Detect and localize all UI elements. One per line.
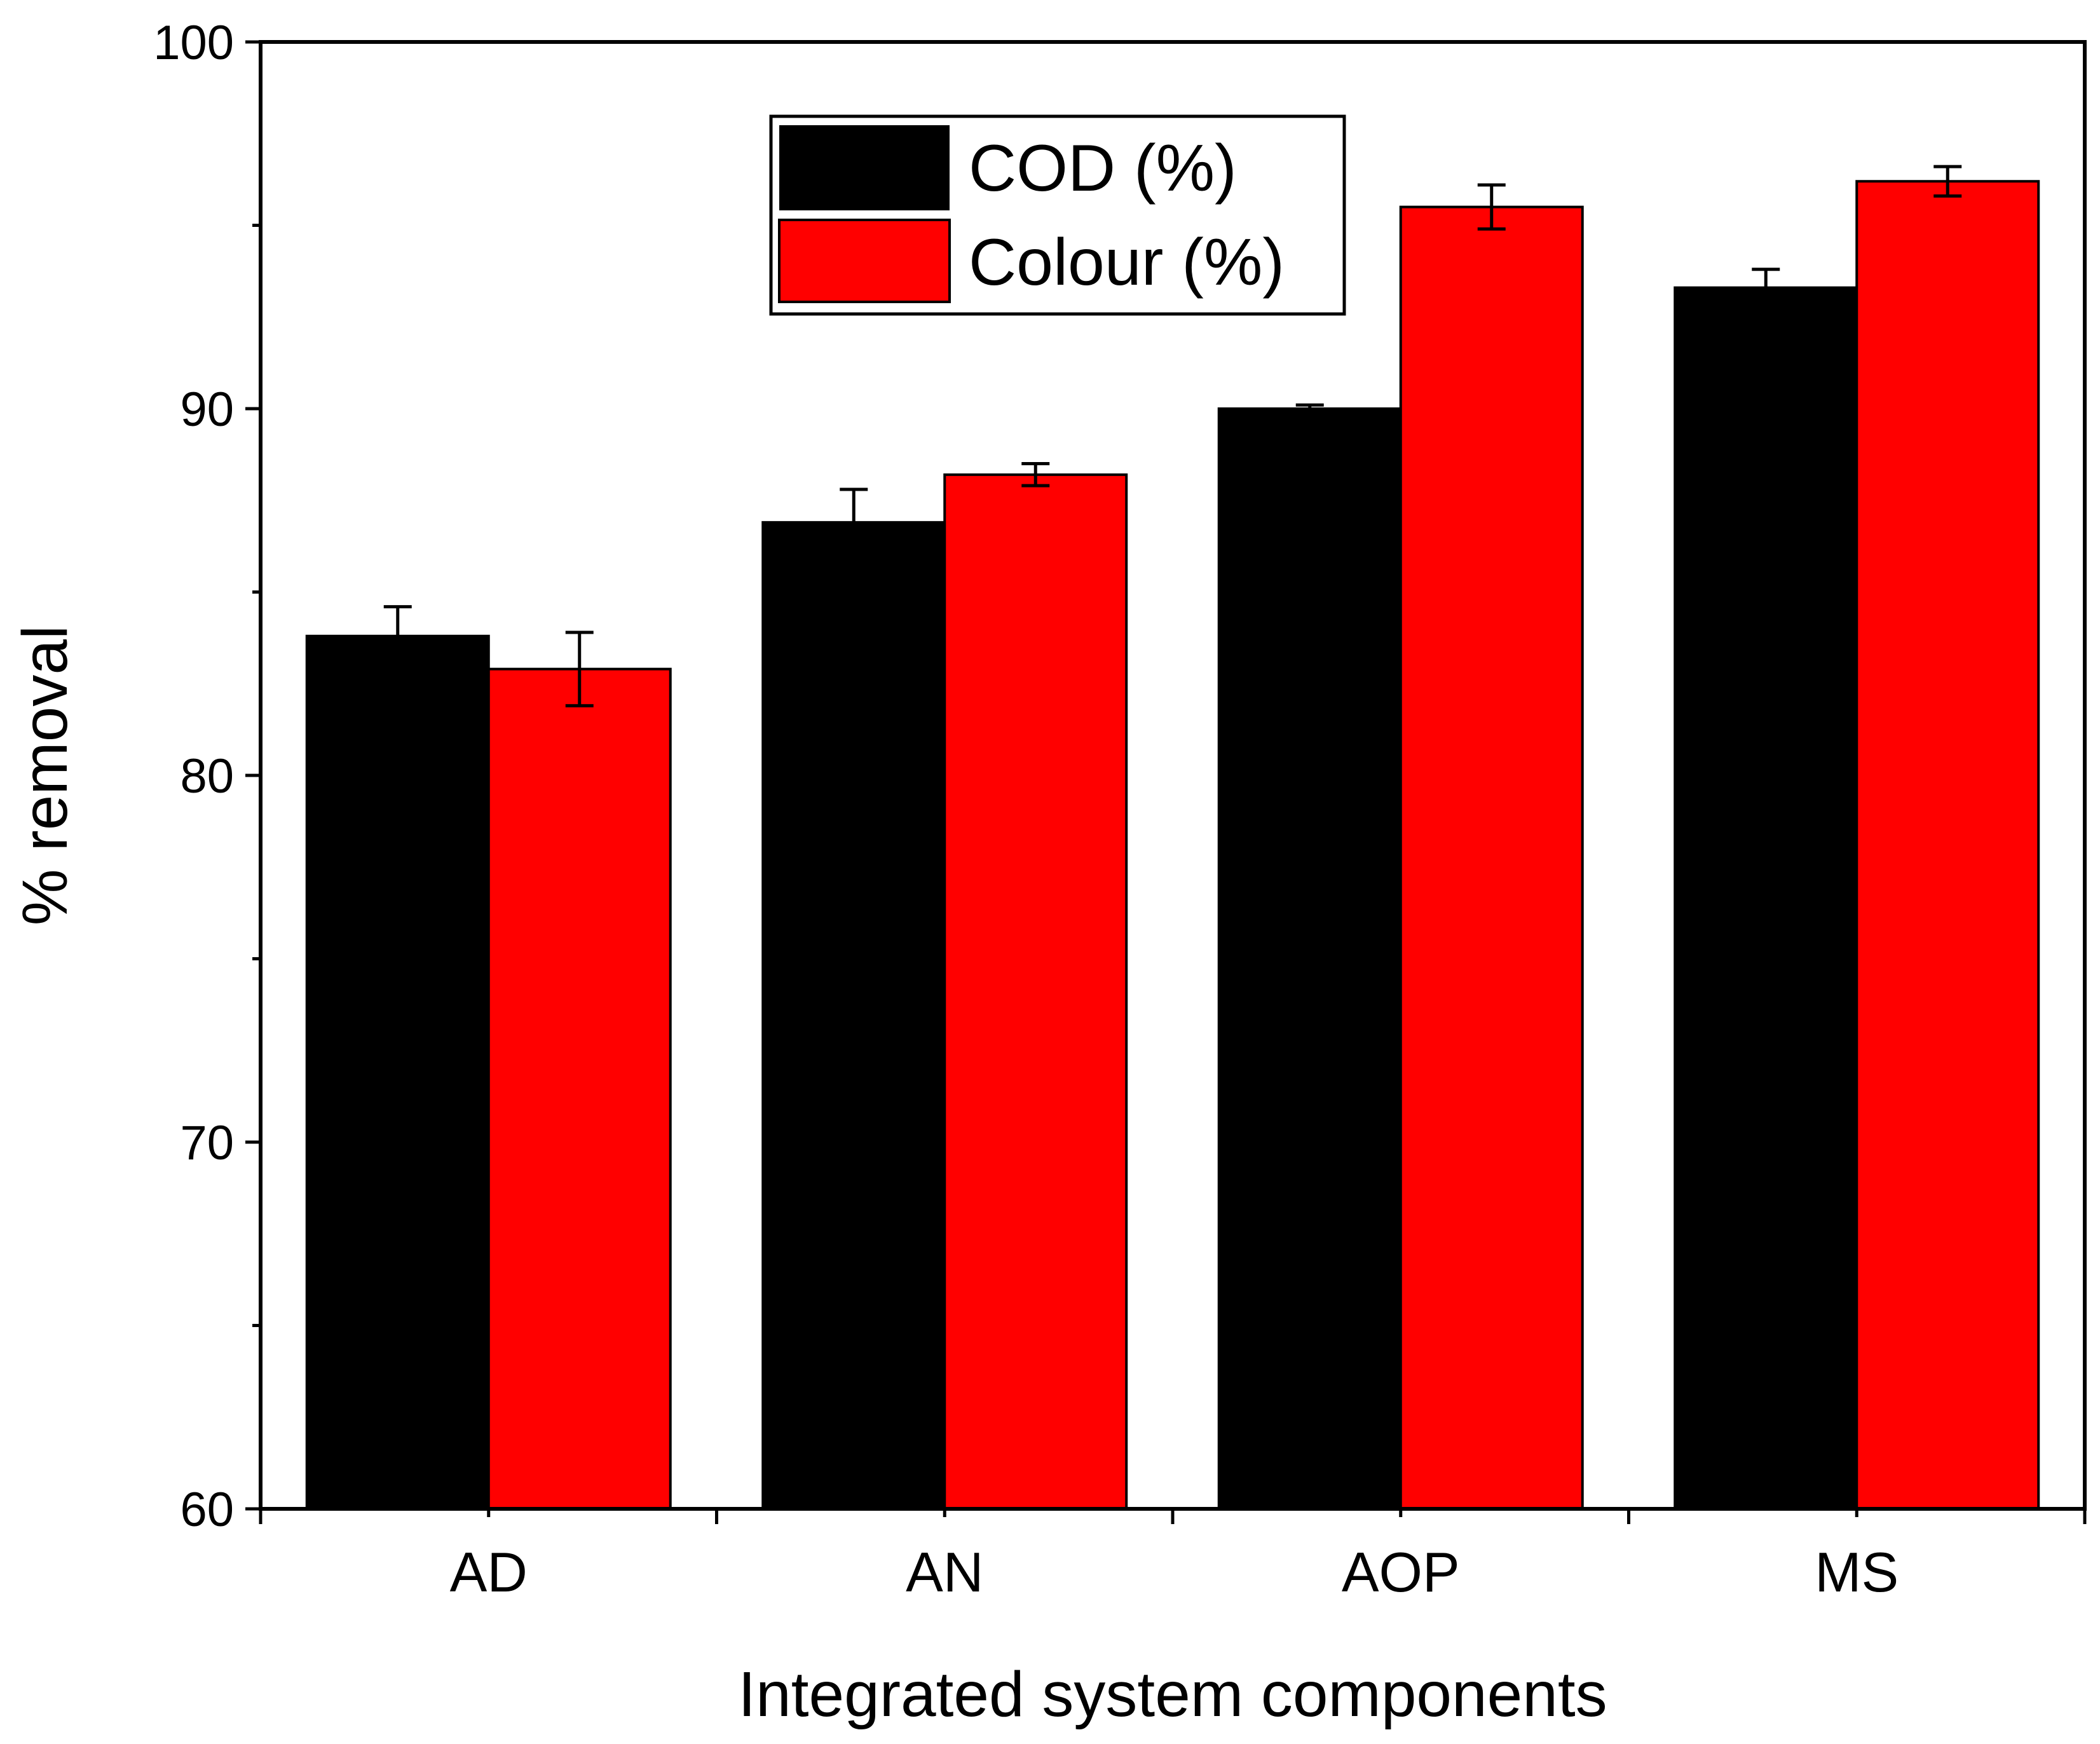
x-category-label: AOP <box>1342 1541 1460 1604</box>
error-bar-colour-aop <box>1477 183 1506 231</box>
error-bar-cod-an <box>840 487 868 557</box>
bars-layer <box>305 180 2040 1511</box>
x-category-label: AD <box>450 1541 528 1604</box>
x-category-label: AN <box>906 1541 983 1604</box>
y-tick-label: 100 <box>153 16 234 70</box>
y-tick-label: 90 <box>180 383 234 437</box>
bar-colour-aop <box>1399 205 1584 1511</box>
error-bars-layer <box>383 165 1962 707</box>
legend-label-colour: Colour (%) <box>969 226 1285 299</box>
bar-colour-ms <box>1855 180 2040 1510</box>
legend: COD (%) Colour (%) <box>769 114 1346 316</box>
bar-colour-an <box>943 473 1128 1510</box>
y-axis-title: % removal <box>10 625 81 925</box>
bar-cod-aop <box>1217 407 1402 1510</box>
y-tick-label: 70 <box>180 1116 234 1170</box>
bar-cod-ad <box>305 634 490 1510</box>
bar-colour-ad <box>487 667 672 1510</box>
x-axis-title: Integrated system components <box>738 1659 1607 1730</box>
error-bar-cod-ms <box>1752 268 1780 308</box>
legend-swatch-cod <box>779 125 950 210</box>
error-bar-colour-ad <box>565 630 594 707</box>
x-category-label: MS <box>1815 1541 1899 1604</box>
ticks-layer: 60 70 80 90 100 AD AN AOP MS <box>153 16 2087 1604</box>
error-bar-colour-ms <box>1933 165 1962 198</box>
bar-cod-an <box>761 521 946 1510</box>
error-bar-colour-an <box>1021 462 1050 487</box>
y-tick-label: 60 <box>180 1483 234 1537</box>
y-tick-label: 80 <box>180 749 234 803</box>
bar-cod-ms <box>1674 286 1858 1511</box>
error-bar-cod-ad <box>383 605 412 667</box>
error-bar-cod-aop <box>1295 403 1324 414</box>
legend-label-cod: COD (%) <box>969 132 1237 205</box>
legend-swatch-colour <box>778 219 951 303</box>
